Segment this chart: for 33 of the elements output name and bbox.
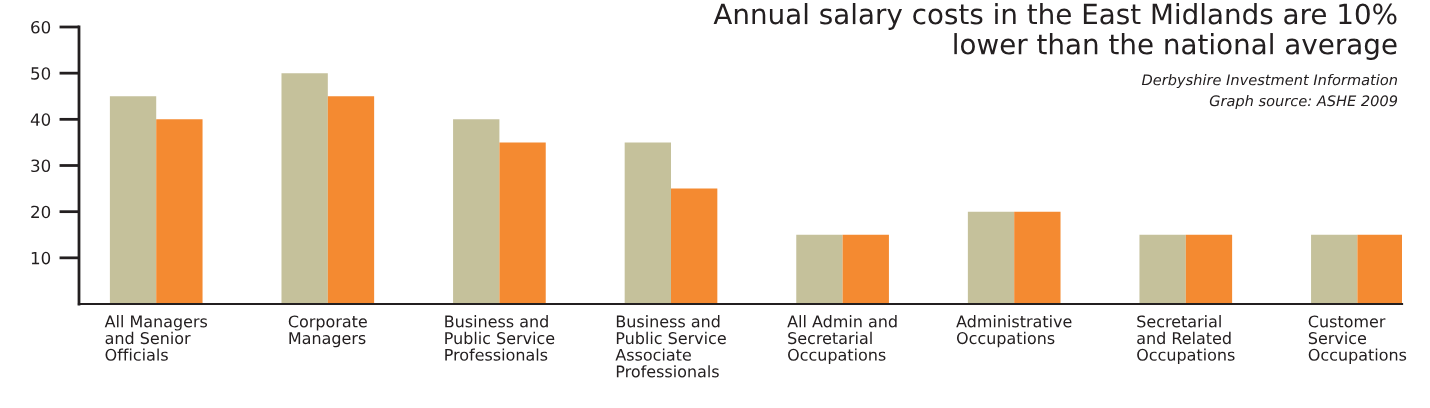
x-tick-label: Business and Public Service Professionals [445,315,555,361]
bar [624,142,671,304]
bar [327,96,375,304]
y-tick-label: 10 [31,251,51,265]
bar [1311,234,1358,304]
bar [796,234,843,304]
bar [1139,234,1186,304]
bar [499,142,546,304]
bar [1357,234,1402,304]
x-tick-label: All Managers and Senior Officials [104,315,208,361]
y-tick-label: 50 [31,67,51,80]
bar [109,96,157,304]
bar [156,119,203,304]
x-tick-label: Customer Service Occupations [1308,315,1407,364]
bar [1185,234,1233,304]
bar [281,73,328,304]
bar [453,119,500,304]
y-tick-label: 20 [31,205,51,219]
annotation: Derbyshire Investment Information [1141,74,1398,89]
bar [671,188,718,304]
x-tick-label: Administrative Occupations [956,315,1072,348]
bar [842,234,889,304]
chart-title: Annual salary costs in the East Midlands are 10% lower than the national average [713,3,1397,60]
annotation: Graph source: ASHE 2009 [1209,95,1398,110]
y-tick-label: 40 [30,113,51,126]
x-tick-label: Corporate Managers [288,315,367,348]
y-tick-label: 60 [31,20,51,34]
x-tick-label: Secretarial and Related Occupations [1137,315,1235,364]
bar [1014,211,1061,304]
x-tick-label: All Admin and Secretarial Occupations [787,315,897,364]
y-tick-label: 30 [31,159,51,173]
x-tick-label: Business and Public Service Associate Professionals [615,315,726,378]
bar [967,211,1015,304]
